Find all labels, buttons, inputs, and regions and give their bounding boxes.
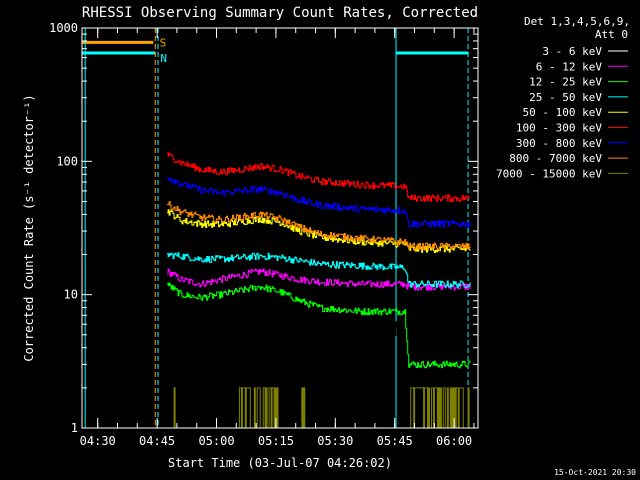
legend-entry-label: 3 - 6 keV [542, 45, 602, 58]
x-axis-label: Start Time (03-Jul-07 04:26:02) [168, 456, 392, 470]
y-axis-label: Corrected Count Rate (s⁻¹ detector⁻¹) [22, 94, 36, 361]
chart-title: RHESSI Observing Summary Count Rates, Co… [82, 5, 478, 21]
series-line-7 [167, 201, 471, 251]
legend-entry-label: 7000 - 15000 keV [496, 167, 602, 180]
y-tick-label: 100 [56, 154, 78, 168]
legend-entry-label: 25 - 50 keV [529, 91, 602, 104]
y-tick-label: 1 [71, 421, 78, 435]
series-line-1 [167, 268, 471, 291]
legend-header-line: Det 1,3,4,5,6,9, [524, 15, 630, 28]
footer-timestamp: 15-Oct-2021 20:30 [554, 468, 636, 477]
annotation-s: S [160, 36, 167, 49]
x-tick-label: 05:30 [317, 434, 353, 448]
series-line-0 [167, 296, 400, 352]
series-line-5 [167, 151, 471, 203]
legend-entry-label: 100 - 300 keV [516, 122, 602, 135]
x-tick-label: 05:15 [258, 434, 294, 448]
x-tick-label: 04:30 [80, 434, 116, 448]
legend-entry-label: 800 - 7000 keV [509, 152, 602, 165]
legend-entry-label: 50 - 100 keV [523, 106, 603, 119]
series-line-3 [167, 252, 471, 288]
y-tick-label: 1000 [49, 21, 78, 35]
x-tick-label: 06:00 [436, 434, 472, 448]
y-tick-label: 10 [64, 288, 78, 302]
x-tick-label: 04:45 [139, 434, 175, 448]
x-tick-label: 05:45 [377, 434, 413, 448]
legend-entry-label: 300 - 800 keV [516, 137, 602, 150]
legend-header-line: Att 0 [595, 28, 628, 41]
x-tick-label: 05:00 [198, 434, 234, 448]
legend-entry-label: 12 - 25 keV [529, 76, 602, 89]
plot-frame [81, 27, 479, 429]
legend-entry-label: 6 - 12 keV [536, 60, 603, 73]
annotation-n: N [160, 52, 167, 65]
series-line-6 [167, 177, 471, 228]
series-line-2 [167, 282, 471, 369]
